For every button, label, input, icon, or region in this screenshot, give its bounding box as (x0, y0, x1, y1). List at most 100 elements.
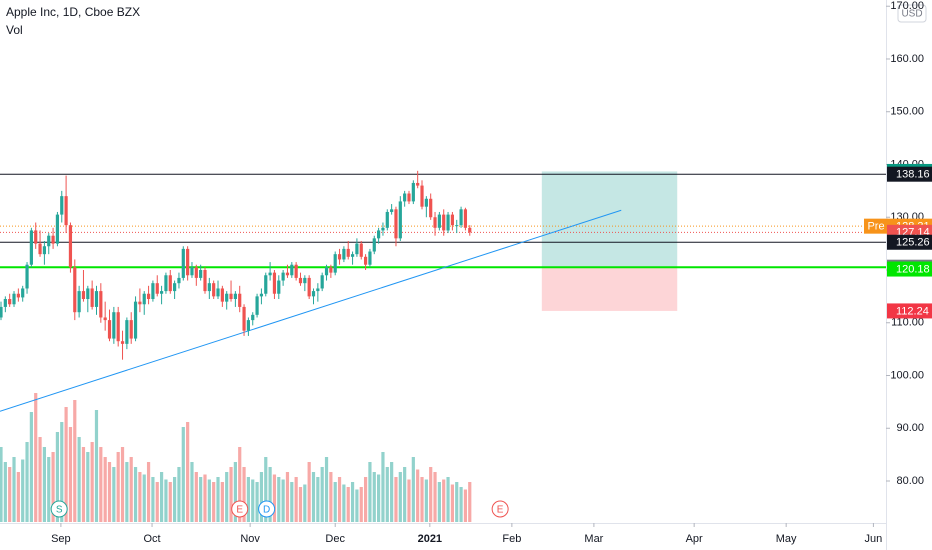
volume-bar (0, 447, 3, 522)
candle-body (259, 293, 264, 297)
volume-bar (394, 477, 398, 522)
volume-bar (303, 484, 307, 522)
volume-bar (151, 477, 155, 522)
volume-bar (29, 412, 33, 522)
volume-bar (86, 452, 90, 522)
volume-bar (450, 484, 454, 522)
price-label-box (887, 303, 932, 319)
price-label: 125.26 (896, 237, 930, 249)
volume-bar (385, 467, 389, 522)
candle-body (294, 264, 298, 278)
event-label: E (236, 505, 243, 516)
candle-body (316, 288, 320, 292)
y-tick-label: 110.00 (891, 317, 924, 329)
candle-body (324, 267, 329, 276)
candle-body (0, 306, 3, 318)
volume-bar (38, 437, 42, 522)
candle-body (281, 272, 285, 281)
candle-body (246, 320, 250, 331)
candle-body (34, 230, 38, 244)
volume-bar (190, 462, 194, 522)
volume-bar (207, 479, 211, 522)
candle-body (146, 293, 151, 300)
volume-bar (298, 487, 303, 522)
currency-box (897, 4, 927, 23)
candle-body (107, 320, 112, 339)
candle-body (142, 293, 146, 305)
volume-bar (324, 457, 329, 522)
x-tick-label: Apr (686, 533, 703, 545)
candle-body (103, 317, 107, 321)
candle-body (342, 248, 346, 260)
candle-body (203, 269, 207, 292)
volume-bar (363, 477, 368, 522)
volume-bar (177, 467, 181, 522)
candle-body (16, 293, 20, 298)
volume-bar (411, 457, 415, 522)
y-tick-label: 90.00 (896, 422, 924, 434)
candle-body (229, 293, 233, 300)
candle-body (264, 275, 268, 294)
candle-body (411, 182, 415, 202)
volume-bar (186, 422, 190, 522)
volume-bar (290, 482, 294, 522)
candle-body (216, 288, 220, 297)
volume-bar (60, 422, 64, 522)
candle-body (468, 227, 472, 233)
chart-title: Apple Inc, 1D, Cboe BZX (6, 5, 140, 19)
candle-body (181, 248, 185, 278)
volume-bar (51, 452, 55, 522)
volume-bar (42, 447, 47, 522)
candle-body (242, 306, 246, 331)
candle-body (129, 320, 133, 339)
volume-bar (181, 427, 185, 522)
volume-bar (212, 482, 216, 522)
price-label-box (887, 234, 932, 250)
candle-body (394, 209, 398, 239)
candle-body (55, 214, 60, 244)
volume-bar (259, 472, 264, 522)
candle-body (29, 230, 33, 265)
volume-bar (146, 462, 151, 522)
volume-bar (346, 487, 350, 522)
volume-bar (272, 474, 277, 522)
candle-body (212, 283, 216, 297)
candle-body (437, 214, 441, 228)
y-tick-label: 80.00 (896, 475, 924, 487)
volume-bar (316, 477, 320, 522)
price-label-box (887, 166, 932, 182)
volume-bar (16, 472, 20, 522)
volume-bar (159, 472, 164, 522)
candle-body (333, 254, 337, 273)
volume-bar (442, 479, 446, 522)
volume-bar (55, 432, 60, 522)
candle-body (446, 214, 450, 231)
volume-bar (125, 462, 129, 522)
volume-bar (377, 474, 381, 522)
volume-bar (94, 410, 99, 522)
volume-bar (34, 393, 38, 522)
candle-body (220, 288, 224, 302)
currency: USD (901, 9, 922, 20)
candle-body (290, 264, 294, 276)
trend-line (0, 209, 622, 412)
x-tick-label: Dec (325, 533, 345, 545)
volume-bar (455, 482, 459, 522)
candle-body (420, 185, 424, 207)
candle-body (433, 217, 437, 228)
volume-bar (420, 477, 424, 522)
candle-body (77, 291, 81, 313)
candle-body (350, 254, 355, 257)
volume-bar (355, 489, 359, 522)
price-label: 120.18 (896, 263, 930, 275)
candle-body (51, 235, 55, 244)
candle-body (73, 267, 77, 313)
candle-body (233, 293, 237, 300)
volume-bar (437, 482, 441, 522)
price-label-box (887, 261, 932, 277)
volume-bar (264, 457, 268, 522)
volume-bar (459, 487, 463, 522)
x-tick-label: 2021 (418, 533, 442, 545)
volume-bar (77, 437, 81, 522)
